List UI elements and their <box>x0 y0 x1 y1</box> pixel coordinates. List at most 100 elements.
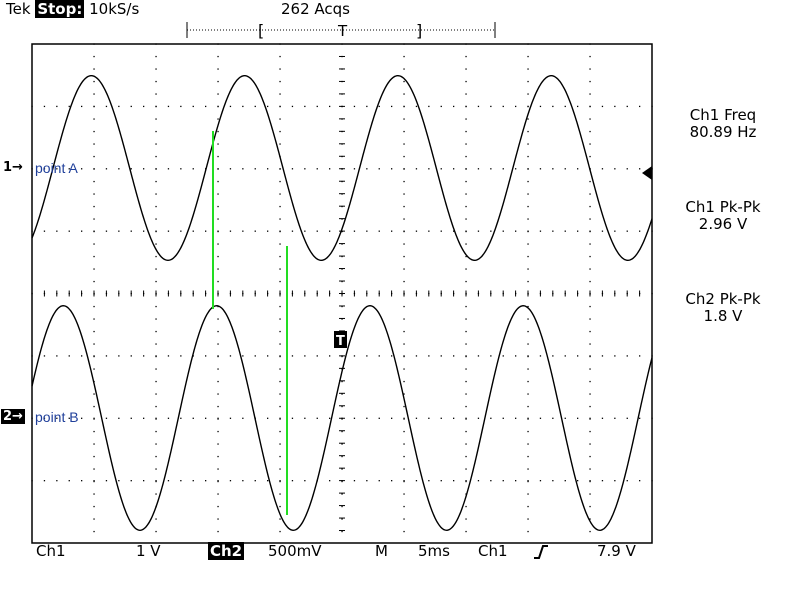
grid-dot <box>93 405 95 408</box>
footer-trigger-source[interactable]: Ch1 <box>478 542 508 560</box>
grid-dot <box>68 355 70 357</box>
grid-dot <box>589 218 591 220</box>
grid-dot <box>477 168 480 170</box>
brand-label: Tek <box>6 0 31 18</box>
grid-dot <box>291 230 294 232</box>
grid-dot <box>577 480 579 482</box>
trigger-point-label: T <box>336 334 345 349</box>
grid-dot <box>353 355 356 357</box>
grid-dot <box>93 480 95 483</box>
grid-dot <box>428 355 430 357</box>
grid-dot <box>279 93 281 95</box>
grid-dot <box>465 255 467 258</box>
grid-dot <box>279 255 281 258</box>
grid-dot <box>242 417 244 419</box>
grid-dot <box>527 255 529 258</box>
grid-dot <box>391 355 393 357</box>
grid-dot <box>614 168 616 170</box>
grid-dot <box>366 105 368 108</box>
grid-dot <box>217 80 219 83</box>
grid-dot <box>254 105 256 108</box>
grid-dot <box>515 417 517 419</box>
grid-dot <box>192 168 194 170</box>
grid-dot <box>589 205 591 208</box>
grid-dot <box>589 43 591 45</box>
grid-dot <box>229 230 232 232</box>
grid-dot <box>155 493 157 495</box>
grid-dot <box>527 243 529 245</box>
grid-dot <box>167 230 170 232</box>
grid-dot <box>465 343 467 345</box>
footer-ch1[interactable]: Ch1 <box>36 542 66 560</box>
grid-dot <box>465 105 467 108</box>
grid-dot <box>527 280 529 283</box>
footer-ch2[interactable]: Ch2 <box>208 542 245 560</box>
grid-dot <box>279 268 281 270</box>
measurement-title: Ch2 Pk-Pk <box>685 290 761 308</box>
measurement-title: Ch1 Freq <box>689 106 757 124</box>
grid-dot <box>440 230 442 232</box>
grid-dot <box>180 480 182 482</box>
grid-dot <box>155 205 157 208</box>
grid-dot <box>93 130 95 133</box>
grid-dot <box>366 168 368 170</box>
grid-dot <box>105 105 108 108</box>
run-state-badge[interactable]: Stop: <box>35 0 85 18</box>
grid-dot <box>651 355 653 357</box>
grid-dot <box>527 493 529 495</box>
grid-dot <box>403 518 405 520</box>
grid-dot <box>31 105 33 108</box>
grid-dot <box>589 343 591 345</box>
grid-dot <box>341 380 343 383</box>
grid-dot <box>539 105 542 108</box>
grid-dot <box>527 480 529 483</box>
grid-dot <box>527 55 529 58</box>
trigger-position-bar[interactable]: [ T ] <box>186 21 496 40</box>
grid-dot <box>589 180 591 183</box>
grid-dot <box>490 168 492 170</box>
grid-dot <box>639 168 641 170</box>
grid-dot <box>81 168 83 170</box>
grid-dot <box>527 518 529 520</box>
grid-dot <box>589 393 591 395</box>
grid-dot <box>552 230 554 232</box>
grid-dot <box>205 230 207 232</box>
grid-dot <box>155 230 157 232</box>
grid-dot <box>453 230 455 232</box>
grid-dot <box>279 505 281 508</box>
ch1-ground-marker[interactable]: 1→ <box>3 160 23 175</box>
grid-dot <box>502 355 504 357</box>
grid-dot <box>614 417 616 419</box>
grid-dot <box>465 68 467 70</box>
grid-dot <box>341 393 343 395</box>
grid-dot <box>155 393 157 395</box>
trigger-position-marker: T <box>337 22 348 40</box>
grid-dot <box>403 193 405 195</box>
grid-dot <box>279 418 281 420</box>
grid-dot <box>304 105 306 108</box>
footer-ch2-scale: 500mV <box>268 542 322 560</box>
grid-dot <box>391 230 393 232</box>
grid-dot <box>589 118 591 120</box>
grid-dot <box>589 443 591 445</box>
grid-dot <box>539 417 542 419</box>
grid-dot <box>217 330 219 333</box>
grid-dot <box>205 480 207 482</box>
grid-dot <box>155 143 157 145</box>
grid-dot <box>31 168 33 170</box>
grid-dot <box>527 330 529 333</box>
grid-dot <box>589 143 591 145</box>
grid-dot <box>81 355 83 357</box>
grid-dot <box>589 380 591 383</box>
grid-dot <box>403 180 405 183</box>
grid-dot <box>217 417 219 419</box>
ch2-ground-marker[interactable]: 2→ <box>1 409 25 424</box>
grid-dot <box>329 480 331 482</box>
grid-dot <box>378 230 380 232</box>
grid-dot <box>527 130 529 133</box>
grid-dot <box>217 405 219 408</box>
grid-dot <box>155 530 157 533</box>
grid-dot <box>81 480 83 482</box>
grid-dot <box>242 168 244 170</box>
grid-dot <box>93 55 95 58</box>
